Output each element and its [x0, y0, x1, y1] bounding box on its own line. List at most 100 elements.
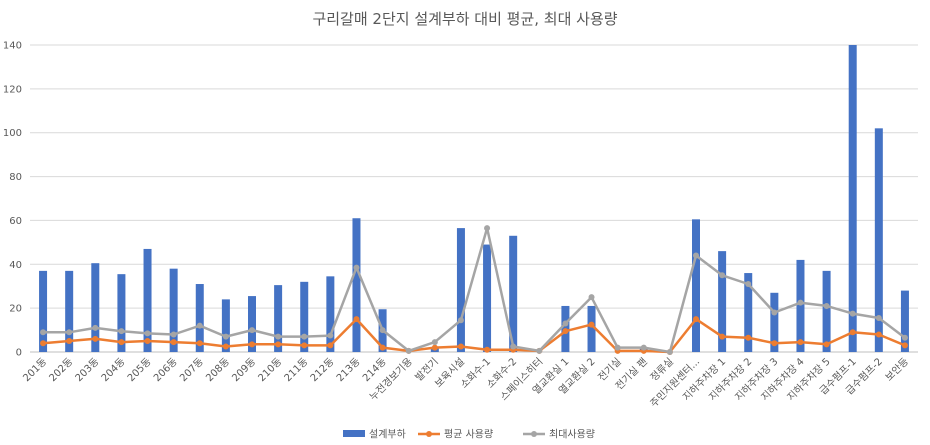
legend-entry: 평균 사용량	[444, 429, 493, 441]
point-최대사용량	[562, 320, 569, 327]
point-최대사용량	[301, 333, 308, 340]
point-최대사용량	[797, 299, 804, 306]
x-tick-label: 211동	[282, 356, 310, 384]
x-tick-label: 207동	[177, 356, 205, 384]
bar-설계부하	[195, 284, 204, 352]
x-tick-label: 208동	[204, 356, 232, 384]
bar-설계부하	[248, 296, 256, 352]
point-평균 사용량	[745, 334, 752, 341]
bar-설계부하	[300, 281, 309, 352]
y-tick-label: 40	[9, 260, 22, 271]
y-tick-label: 60	[9, 216, 22, 227]
point-평균 사용량	[457, 343, 464, 350]
point-평균 사용량	[379, 344, 386, 351]
point-최대사용량	[510, 343, 517, 350]
point-최대사용량	[875, 315, 882, 322]
y-tick-label: 140	[3, 41, 22, 52]
point-평균 사용량	[118, 339, 125, 346]
x-tick-label: 203동	[73, 356, 101, 384]
point-최대사용량	[640, 344, 647, 351]
bar-설계부하	[692, 219, 700, 352]
bar-설계부하	[143, 248, 152, 352]
point-평균 사용량	[771, 340, 778, 347]
point-최대사용량	[405, 347, 412, 354]
bar-설계부하	[456, 228, 465, 352]
point-평균 사용량	[40, 340, 47, 347]
bar-설계부하	[822, 270, 831, 352]
point-최대사용량	[666, 349, 673, 355]
point-평균 사용량	[196, 340, 203, 347]
point-평균 사용량	[719, 333, 726, 340]
point-최대사용량	[901, 334, 908, 341]
bar-설계부하	[352, 218, 361, 352]
bar-설계부하	[874, 128, 883, 352]
y-axis-ticks: 0 20 40 60 80 100 120 140	[3, 41, 22, 359]
x-tick-label: 205동	[125, 356, 153, 384]
point-평균 사용량	[797, 339, 804, 346]
line-series-layer	[40, 225, 908, 355]
point-최대사용량	[823, 302, 830, 309]
y-tick-label: 80	[9, 172, 22, 183]
y-tick-label: 20	[9, 304, 22, 315]
line-series-평균 사용량	[42, 317, 906, 354]
legend: 설계부하 평균 사용량 최대사용량	[343, 428, 595, 441]
x-tick-label: 202동	[47, 356, 75, 384]
y-tick-label: 120	[3, 84, 22, 95]
bar-설계부하	[326, 276, 335, 352]
legend-entry: 최대사용량	[549, 429, 595, 441]
point-최대사용량	[170, 331, 177, 338]
point-최대사용량	[327, 332, 334, 339]
bar-설계부하	[39, 270, 48, 352]
point-평균 사용량	[849, 329, 856, 336]
x-tick-label: 204동	[99, 356, 127, 384]
point-최대사용량	[719, 272, 726, 279]
point-평균 사용량	[92, 335, 99, 342]
bar-설계부하	[770, 292, 779, 352]
point-평균 사용량	[823, 341, 830, 348]
x-tick-label: 보안등	[883, 356, 911, 384]
grid-layer	[30, 44, 918, 353]
x-axis-labels: 201동202동203동204동205동206동207동208동209동210동…	[21, 355, 911, 410]
point-최대사용량	[431, 339, 438, 346]
legend-swatch	[343, 430, 365, 437]
point-최대사용량	[222, 333, 229, 340]
point-최대사용량	[66, 329, 73, 336]
x-tick-label: 206동	[151, 356, 179, 384]
x-tick-label: 213동	[334, 356, 362, 384]
point-평균 사용량	[144, 338, 151, 345]
point-최대사용량	[771, 309, 778, 316]
y-tick-label: 100	[3, 128, 22, 139]
point-최대사용량	[745, 281, 752, 288]
bar-설계부하	[91, 263, 100, 352]
point-평균 사용량	[588, 321, 595, 328]
point-평균 사용량	[275, 341, 282, 348]
bar-설계부하	[169, 268, 178, 352]
legend-marker	[531, 431, 537, 437]
point-평균 사용량	[484, 346, 491, 353]
bar-설계부하	[718, 251, 727, 352]
point-평균 사용량	[301, 342, 308, 349]
point-최대사용량	[379, 327, 386, 334]
point-최대사용량	[536, 347, 543, 354]
x-tick-label: 209동	[230, 356, 258, 384]
point-최대사용량	[588, 294, 595, 301]
bar-설계부하	[117, 274, 126, 352]
point-평균 사용량	[562, 328, 569, 335]
bar-설계부하	[65, 270, 74, 352]
y-tick-label: 0	[16, 348, 22, 359]
bar-설계부하	[796, 259, 805, 352]
line-series-최대사용량	[43, 226, 906, 354]
point-최대사용량	[92, 324, 99, 331]
point-최대사용량	[196, 322, 203, 329]
point-평균 사용량	[327, 342, 334, 349]
x-tick-label: 201동	[21, 356, 49, 384]
point-평균 사용량	[249, 341, 255, 348]
point-최대사용량	[849, 310, 856, 317]
point-최대사용량	[457, 317, 464, 324]
legend-marker	[426, 431, 432, 437]
legend-entry: 설계부하	[369, 428, 406, 441]
point-최대사용량	[614, 344, 621, 351]
point-평균 사용량	[66, 338, 73, 345]
point-최대사용량	[484, 225, 491, 232]
